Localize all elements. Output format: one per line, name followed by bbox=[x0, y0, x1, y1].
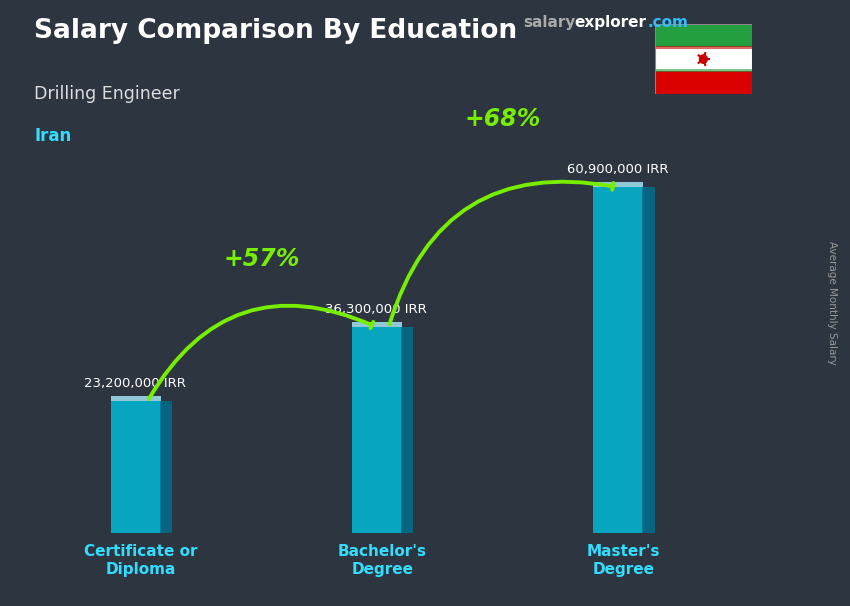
Text: +68%: +68% bbox=[465, 107, 541, 131]
Text: Average Monthly Salary: Average Monthly Salary bbox=[827, 241, 837, 365]
Text: .com: .com bbox=[648, 15, 689, 30]
Circle shape bbox=[700, 55, 707, 63]
Bar bbox=[352, 322, 402, 327]
Bar bbox=[110, 396, 161, 401]
Text: 23,200,000 IRR: 23,200,000 IRR bbox=[84, 377, 186, 390]
Text: explorer: explorer bbox=[575, 15, 647, 30]
Bar bbox=[110, 401, 161, 533]
Bar bbox=[654, 69, 752, 72]
Text: 36,300,000 IRR: 36,300,000 IRR bbox=[326, 302, 428, 316]
Bar bbox=[654, 71, 752, 94]
Bar bbox=[654, 47, 752, 71]
Bar bbox=[654, 46, 752, 49]
Bar bbox=[352, 327, 402, 533]
Text: 60,900,000 IRR: 60,900,000 IRR bbox=[567, 163, 668, 176]
Bar bbox=[593, 182, 643, 187]
Text: +57%: +57% bbox=[224, 247, 300, 271]
Text: salary: salary bbox=[523, 15, 575, 30]
Bar bbox=[160, 401, 172, 533]
Bar bbox=[593, 187, 643, 533]
Text: Salary Comparison By Education: Salary Comparison By Education bbox=[34, 18, 517, 44]
Bar bbox=[401, 327, 413, 533]
Bar bbox=[643, 187, 654, 533]
Bar bbox=[654, 24, 752, 47]
Text: Iran: Iran bbox=[34, 127, 71, 145]
Text: Drilling Engineer: Drilling Engineer bbox=[34, 85, 179, 103]
